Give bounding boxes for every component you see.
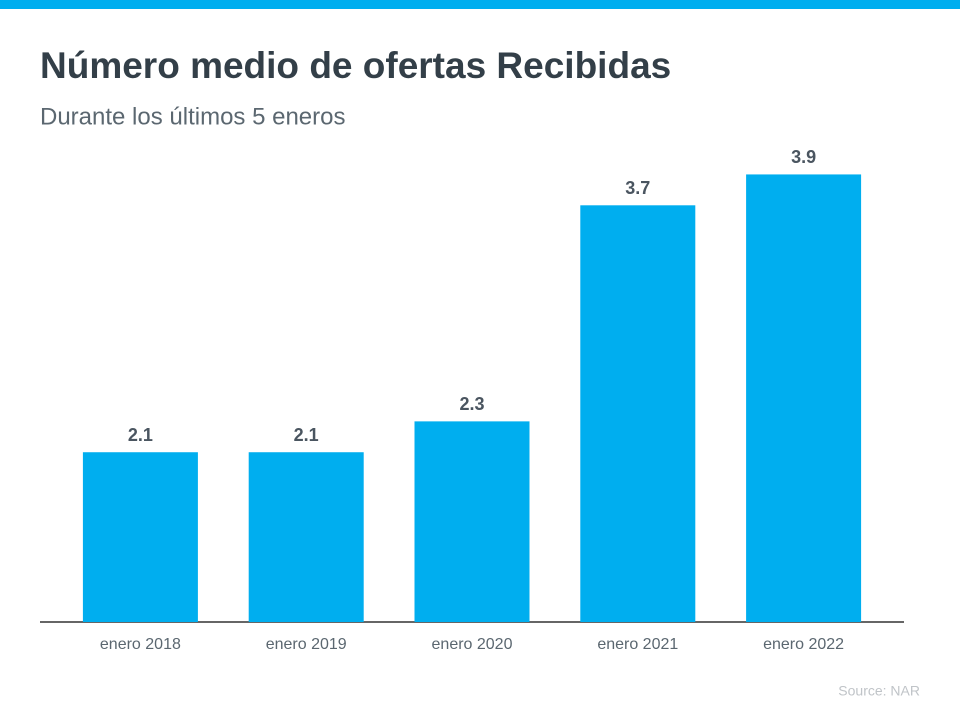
chart-subtitle: Durante los últimos 5 eneros	[40, 103, 345, 130]
bar	[746, 174, 862, 622]
x-tick-label: enero 2020	[432, 636, 513, 653]
x-tick-label: enero 2021	[597, 636, 678, 653]
value-label: 2.1	[128, 425, 153, 445]
chart-title: Número medio de ofertas Recibidas	[40, 45, 671, 86]
bar	[580, 205, 696, 623]
value-label: 3.9	[791, 147, 816, 167]
top-strip	[0, 0, 960, 9]
bar	[248, 452, 364, 622]
value-label: 3.7	[625, 178, 650, 198]
x-tick-label: enero 2018	[100, 636, 181, 653]
value-label: 2.1	[294, 425, 319, 445]
x-tick-label: enero 2019	[266, 636, 347, 653]
bar	[414, 421, 530, 622]
x-tick-label: enero 2022	[763, 636, 844, 653]
source: Source: NAR	[838, 683, 920, 699]
value-label: 2.3	[459, 394, 484, 414]
bar	[82, 452, 198, 622]
